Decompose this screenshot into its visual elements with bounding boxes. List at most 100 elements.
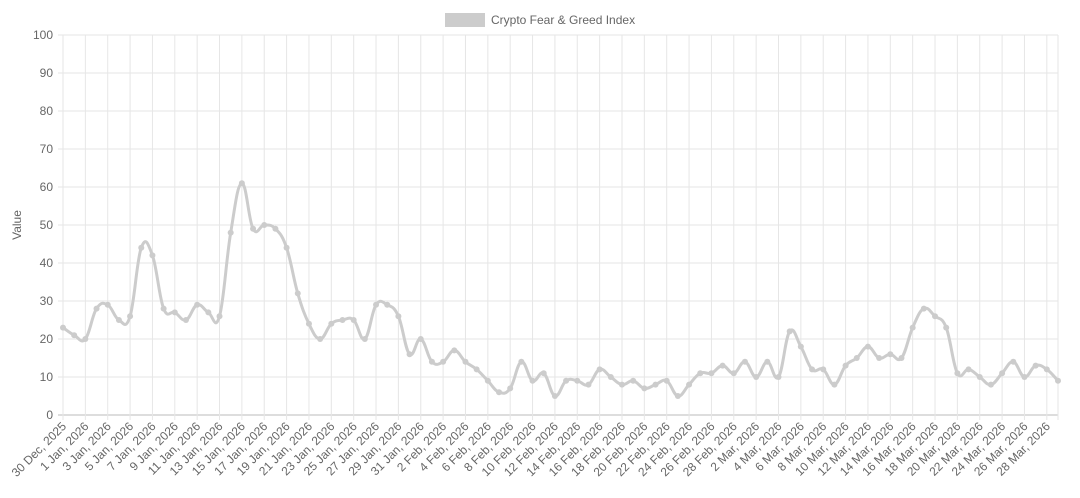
data-point[interactable] [451, 347, 458, 354]
data-point[interactable] [652, 381, 659, 388]
data-point[interactable] [294, 290, 301, 297]
data-point[interactable] [328, 320, 335, 327]
data-point[interactable] [686, 381, 693, 388]
data-point[interactable] [93, 305, 100, 312]
legend[interactable]: Crypto Fear & Greed Index [445, 13, 635, 27]
data-point[interactable] [440, 358, 447, 365]
data-point[interactable] [484, 377, 491, 384]
legend-label: Crypto Fear & Greed Index [491, 13, 635, 27]
data-point[interactable] [1010, 358, 1017, 365]
data-point[interactable] [809, 366, 816, 373]
data-point[interactable] [719, 362, 726, 369]
data-point[interactable] [317, 336, 324, 342]
data-point[interactable] [932, 313, 939, 320]
data-point[interactable] [384, 301, 391, 308]
data-point[interactable] [820, 366, 827, 373]
data-point[interactable] [238, 180, 245, 187]
data-point[interactable] [194, 301, 201, 308]
data-point[interactable] [898, 355, 905, 361]
data-point[interactable] [708, 370, 715, 377]
data-point[interactable] [104, 301, 111, 308]
data-point[interactable] [853, 355, 860, 361]
data-point[interactable] [965, 366, 972, 373]
data-point[interactable] [60, 324, 66, 331]
data-point[interactable] [574, 377, 581, 384]
data-point[interactable] [361, 336, 368, 342]
data-point[interactable] [563, 377, 570, 384]
y-tick-label: 10 [40, 370, 54, 384]
y-tick-label: 40 [40, 256, 54, 270]
data-point[interactable] [272, 225, 279, 232]
data-point[interactable] [674, 393, 681, 399]
data-point[interactable] [920, 305, 927, 312]
data-point[interactable] [697, 370, 704, 377]
data-point[interactable] [540, 370, 547, 377]
data-point[interactable] [518, 358, 525, 365]
data-point[interactable] [864, 343, 871, 350]
data-point[interactable] [160, 305, 167, 312]
data-point[interactable] [127, 313, 134, 320]
data-point[interactable] [115, 317, 122, 323]
data-point[interactable] [954, 370, 961, 377]
y-tick-label: 90 [40, 66, 54, 80]
data-point[interactable] [216, 313, 223, 320]
data-point[interactable] [395, 313, 402, 320]
data-point[interactable] [250, 225, 257, 232]
data-point[interactable] [585, 381, 592, 388]
data-point[interactable] [261, 222, 268, 228]
data-point[interactable] [428, 358, 435, 365]
data-point[interactable] [1032, 362, 1039, 369]
data-point[interactable] [71, 332, 78, 339]
data-point[interactable] [641, 385, 648, 392]
data-point[interactable] [406, 351, 413, 358]
data-point[interactable] [82, 336, 89, 342]
data-point[interactable] [339, 317, 346, 323]
data-point[interactable] [831, 381, 838, 388]
data-point[interactable] [987, 381, 994, 388]
data-point[interactable] [607, 374, 614, 380]
data-point[interactable] [171, 309, 178, 316]
data-point[interactable] [786, 328, 793, 335]
data-point[interactable] [630, 377, 637, 384]
data-point[interactable] [507, 385, 514, 392]
y-axis-title: Value [10, 210, 24, 240]
data-point[interactable] [1055, 377, 1061, 384]
data-point[interactable] [373, 301, 380, 308]
data-point[interactable] [227, 229, 234, 236]
data-point[interactable] [943, 324, 950, 331]
data-point[interactable] [182, 317, 189, 323]
data-point[interactable] [205, 309, 212, 316]
data-point[interactable] [462, 358, 469, 365]
data-point[interactable] [551, 393, 558, 399]
data-point[interactable] [417, 336, 424, 342]
data-point[interactable] [305, 320, 312, 327]
y-tick-label: 20 [40, 332, 54, 346]
data-point[interactable] [876, 355, 883, 361]
y-tick-label: 80 [40, 104, 54, 118]
data-point[interactable] [999, 370, 1006, 377]
data-point[interactable] [496, 389, 503, 396]
data-point[interactable] [663, 377, 670, 384]
data-point[interactable] [775, 374, 782, 380]
data-point[interactable] [741, 358, 748, 365]
y-tick-label: 70 [40, 142, 54, 156]
data-point[interactable] [753, 374, 760, 380]
data-point[interactable] [1021, 374, 1028, 380]
data-point[interactable] [138, 244, 145, 251]
data-point[interactable] [529, 377, 536, 384]
data-point[interactable] [909, 324, 916, 331]
data-point[interactable] [473, 366, 480, 373]
data-point[interactable] [764, 358, 771, 365]
data-point[interactable] [730, 370, 737, 377]
y-tick-label: 100 [33, 28, 53, 42]
data-point[interactable] [618, 381, 625, 388]
data-point[interactable] [149, 252, 156, 259]
data-point[interactable] [797, 343, 804, 350]
data-point[interactable] [1043, 366, 1050, 373]
data-point[interactable] [887, 351, 894, 358]
data-point[interactable] [283, 244, 290, 251]
data-point[interactable] [350, 317, 357, 323]
data-point[interactable] [596, 366, 603, 373]
data-point[interactable] [976, 374, 983, 380]
data-point[interactable] [842, 362, 849, 369]
